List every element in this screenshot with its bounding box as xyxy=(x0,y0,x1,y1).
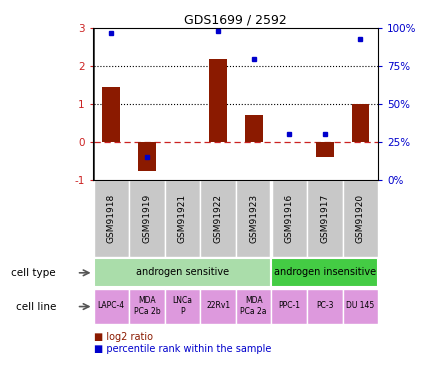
Text: GSM91919: GSM91919 xyxy=(142,194,151,243)
Text: androgen insensitive: androgen insensitive xyxy=(274,267,376,277)
Bar xyxy=(164,180,200,257)
Text: ■ log2 ratio: ■ log2 ratio xyxy=(94,333,153,342)
Bar xyxy=(351,104,369,142)
Text: LAPC-4: LAPC-4 xyxy=(98,302,125,310)
Text: GSM91922: GSM91922 xyxy=(214,194,223,243)
Text: GSM91920: GSM91920 xyxy=(356,194,365,243)
Bar xyxy=(209,58,227,142)
Text: MDA
PCa 2b: MDA PCa 2b xyxy=(133,296,160,315)
Bar xyxy=(343,180,378,257)
Bar xyxy=(94,180,129,257)
Bar xyxy=(138,142,156,171)
Text: GSM91923: GSM91923 xyxy=(249,194,258,243)
Text: GSM91917: GSM91917 xyxy=(320,194,329,243)
Bar xyxy=(94,258,272,287)
Text: ■ percentile rank within the sample: ■ percentile rank within the sample xyxy=(94,344,271,354)
Bar xyxy=(200,180,236,257)
Bar xyxy=(307,180,343,257)
Text: GSM91918: GSM91918 xyxy=(107,194,116,243)
Bar xyxy=(129,180,164,257)
Text: MDA
PCa 2a: MDA PCa 2a xyxy=(241,296,267,315)
Bar xyxy=(129,290,164,324)
Bar xyxy=(272,258,378,287)
Text: cell line: cell line xyxy=(16,302,56,312)
Title: GDS1699 / 2592: GDS1699 / 2592 xyxy=(184,14,287,27)
Bar xyxy=(236,290,272,324)
Bar xyxy=(200,290,236,324)
Text: GSM91921: GSM91921 xyxy=(178,194,187,243)
Text: androgen sensitive: androgen sensitive xyxy=(136,267,229,277)
Bar xyxy=(316,142,334,157)
Text: LNCa
P: LNCa P xyxy=(173,296,193,315)
Bar xyxy=(307,290,343,324)
Text: GSM91916: GSM91916 xyxy=(285,194,294,243)
Text: cell type: cell type xyxy=(11,268,56,278)
Bar xyxy=(164,290,200,324)
Bar xyxy=(272,290,307,324)
Bar xyxy=(343,290,378,324)
Text: 22Rv1: 22Rv1 xyxy=(206,302,230,310)
Text: PPC-1: PPC-1 xyxy=(278,302,300,310)
Bar xyxy=(94,290,129,324)
Bar xyxy=(272,180,307,257)
Bar xyxy=(102,87,120,142)
Bar xyxy=(245,116,263,142)
Text: DU 145: DU 145 xyxy=(346,302,374,310)
Text: PC-3: PC-3 xyxy=(316,302,334,310)
Bar xyxy=(236,180,272,257)
